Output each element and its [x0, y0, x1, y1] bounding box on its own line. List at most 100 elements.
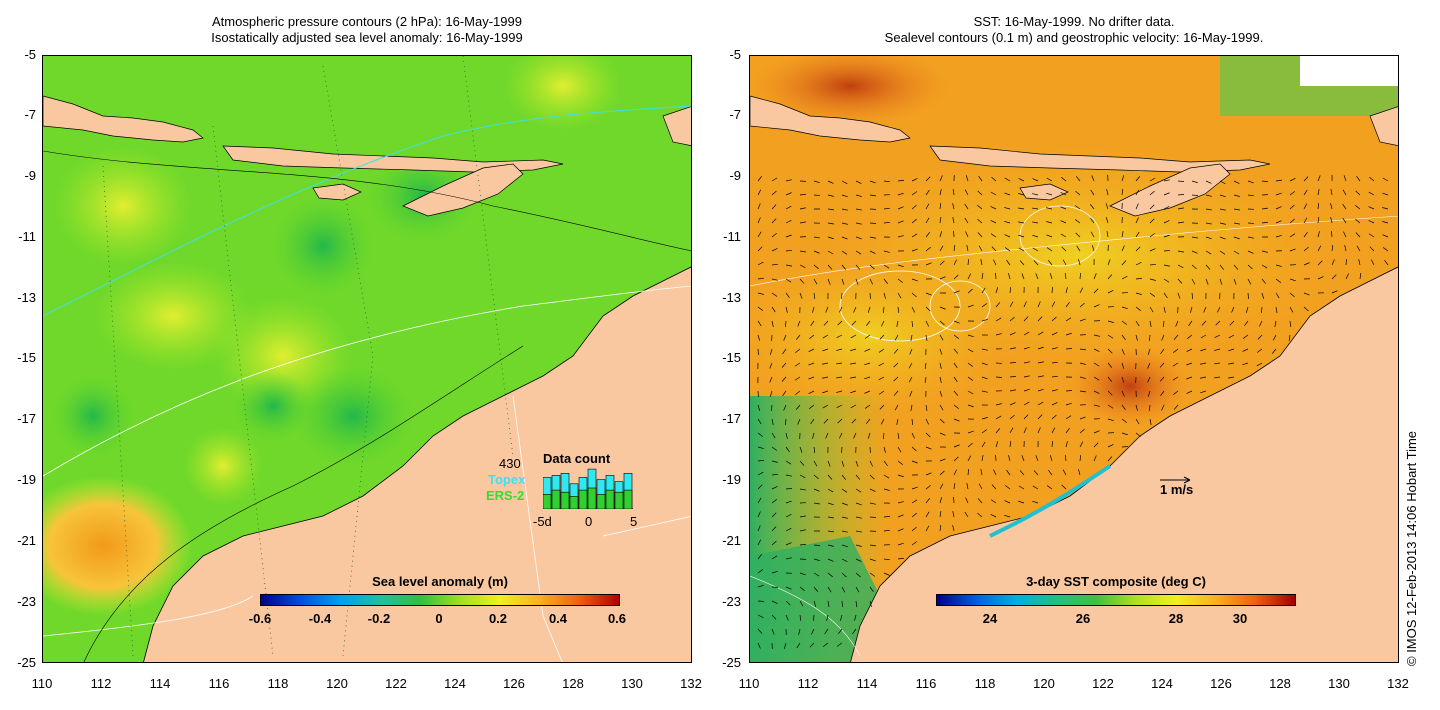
velocity-arrow [965, 497, 969, 504]
velocity-arrow [1173, 404, 1179, 410]
velocity-arrow [977, 498, 983, 504]
velocity-arrow [1135, 418, 1140, 425]
velocity-arrow [809, 334, 815, 340]
topex-bar [543, 477, 552, 509]
velocity-arrow [757, 584, 764, 588]
velocity-arrow [1065, 317, 1072, 322]
velocity-arrow [1051, 286, 1053, 294]
velocity-arrow [1203, 306, 1207, 313]
velocity-arrow [1289, 233, 1296, 238]
right-xtick: 126 [1210, 676, 1232, 691]
velocity-arrow [866, 320, 871, 326]
velocity-arrow [855, 544, 862, 547]
velocity-arrow [1160, 390, 1165, 397]
velocity-arrow [967, 442, 973, 448]
velocity-arrow [1008, 273, 1011, 280]
velocity-arrow [1106, 231, 1109, 238]
left-ytick: -5 [24, 47, 36, 62]
velocity-arrow [841, 488, 848, 493]
velocity-arrow [990, 206, 997, 210]
velocity-arrow [864, 376, 871, 380]
velocity-arrow [952, 189, 955, 196]
velocity-arrow [855, 586, 860, 593]
velocity-arrow [952, 511, 955, 518]
ers2-bar [560, 491, 570, 509]
velocity-arrow [939, 511, 942, 518]
velocity-arrow [812, 306, 815, 313]
velocity-arrow [1093, 376, 1100, 381]
velocity-arrow [1261, 306, 1263, 314]
velocity-arrow [827, 530, 834, 533]
velocity-arrow [897, 220, 904, 224]
velocity-arrow [879, 334, 885, 340]
velocity-arrow [785, 600, 791, 606]
velocity-arrow [1261, 180, 1268, 183]
velocity-arrow [1009, 376, 1017, 378]
velocity-arrow [1107, 362, 1113, 368]
velocity-arrow [995, 333, 1002, 336]
velocity-arrow [1317, 260, 1323, 266]
velocity-arrow [981, 417, 988, 420]
velocity-arrow [1121, 432, 1128, 436]
velocity-arrow [841, 516, 848, 519]
velocity-arrow [757, 261, 764, 266]
velocity-arrow [836, 376, 843, 379]
right-ytick: -15 [722, 350, 741, 365]
velocity-arrow [1356, 245, 1361, 252]
velocity-arrow [813, 460, 818, 467]
velocity-arrow [827, 460, 831, 467]
velocity-arrow [1149, 278, 1156, 281]
velocity-arrow [813, 446, 816, 453]
velocity-arrow [771, 512, 777, 518]
velocity-arrow [1051, 347, 1058, 350]
data-count-xlabel: -5d [533, 514, 552, 529]
left-ytick: -13 [17, 290, 36, 305]
velocity-arrow [1163, 220, 1170, 224]
velocity-arrow [1261, 207, 1268, 210]
velocity-arrow [1049, 455, 1053, 462]
velocity-arrow [1368, 206, 1375, 210]
velocity-arrow [1107, 348, 1113, 354]
velocity-arrow [925, 189, 930, 196]
velocity-arrow [1215, 320, 1221, 326]
velocity-arrow [1233, 208, 1240, 211]
velocity-arrow [995, 441, 999, 448]
velocity-arrow [1261, 250, 1268, 253]
velocity-arrow [1289, 292, 1295, 298]
right-ytick: -17 [722, 411, 741, 426]
velocity-arrow [1135, 306, 1141, 311]
velocity-arrow [1023, 375, 1030, 378]
velocity-arrow [897, 206, 904, 210]
velocity-arrow [911, 218, 917, 224]
velocity-arrow [1121, 348, 1125, 355]
left-xtick: 128 [562, 676, 584, 691]
velocity-arrow [995, 403, 1002, 406]
velocity-arrow [1231, 306, 1235, 313]
data-count-max: 430 [499, 456, 521, 471]
velocity-arrow [910, 404, 913, 411]
velocity-arrow [1075, 232, 1081, 238]
velocity-arrow [1093, 455, 1097, 462]
velocity-arrow [839, 306, 843, 313]
velocity-arrow [823, 418, 829, 424]
velocity-arrow [867, 306, 871, 313]
velocity-arrow [909, 390, 913, 397]
velocity-arrow [813, 236, 820, 239]
velocity-arrow [1009, 316, 1015, 322]
velocity-arrow [827, 502, 834, 506]
velocity-arrow [785, 527, 792, 532]
velocity-arrow [841, 530, 848, 533]
left-xtick: 110 [31, 676, 53, 691]
velocity-arrow [1060, 191, 1067, 196]
velocity-arrow [1060, 206, 1067, 210]
velocity-arrow [1037, 346, 1044, 350]
velocity-arrow [1303, 231, 1308, 238]
velocity-arrow [809, 404, 815, 409]
velocity-arrow [939, 470, 945, 476]
velocity-arrow [757, 642, 761, 649]
velocity-arrow [822, 376, 829, 379]
velocity-arrow [1330, 217, 1333, 224]
velocity-arrow [1147, 376, 1151, 383]
velocity-arrow [1149, 404, 1151, 412]
velocity-arrow [1303, 217, 1308, 224]
